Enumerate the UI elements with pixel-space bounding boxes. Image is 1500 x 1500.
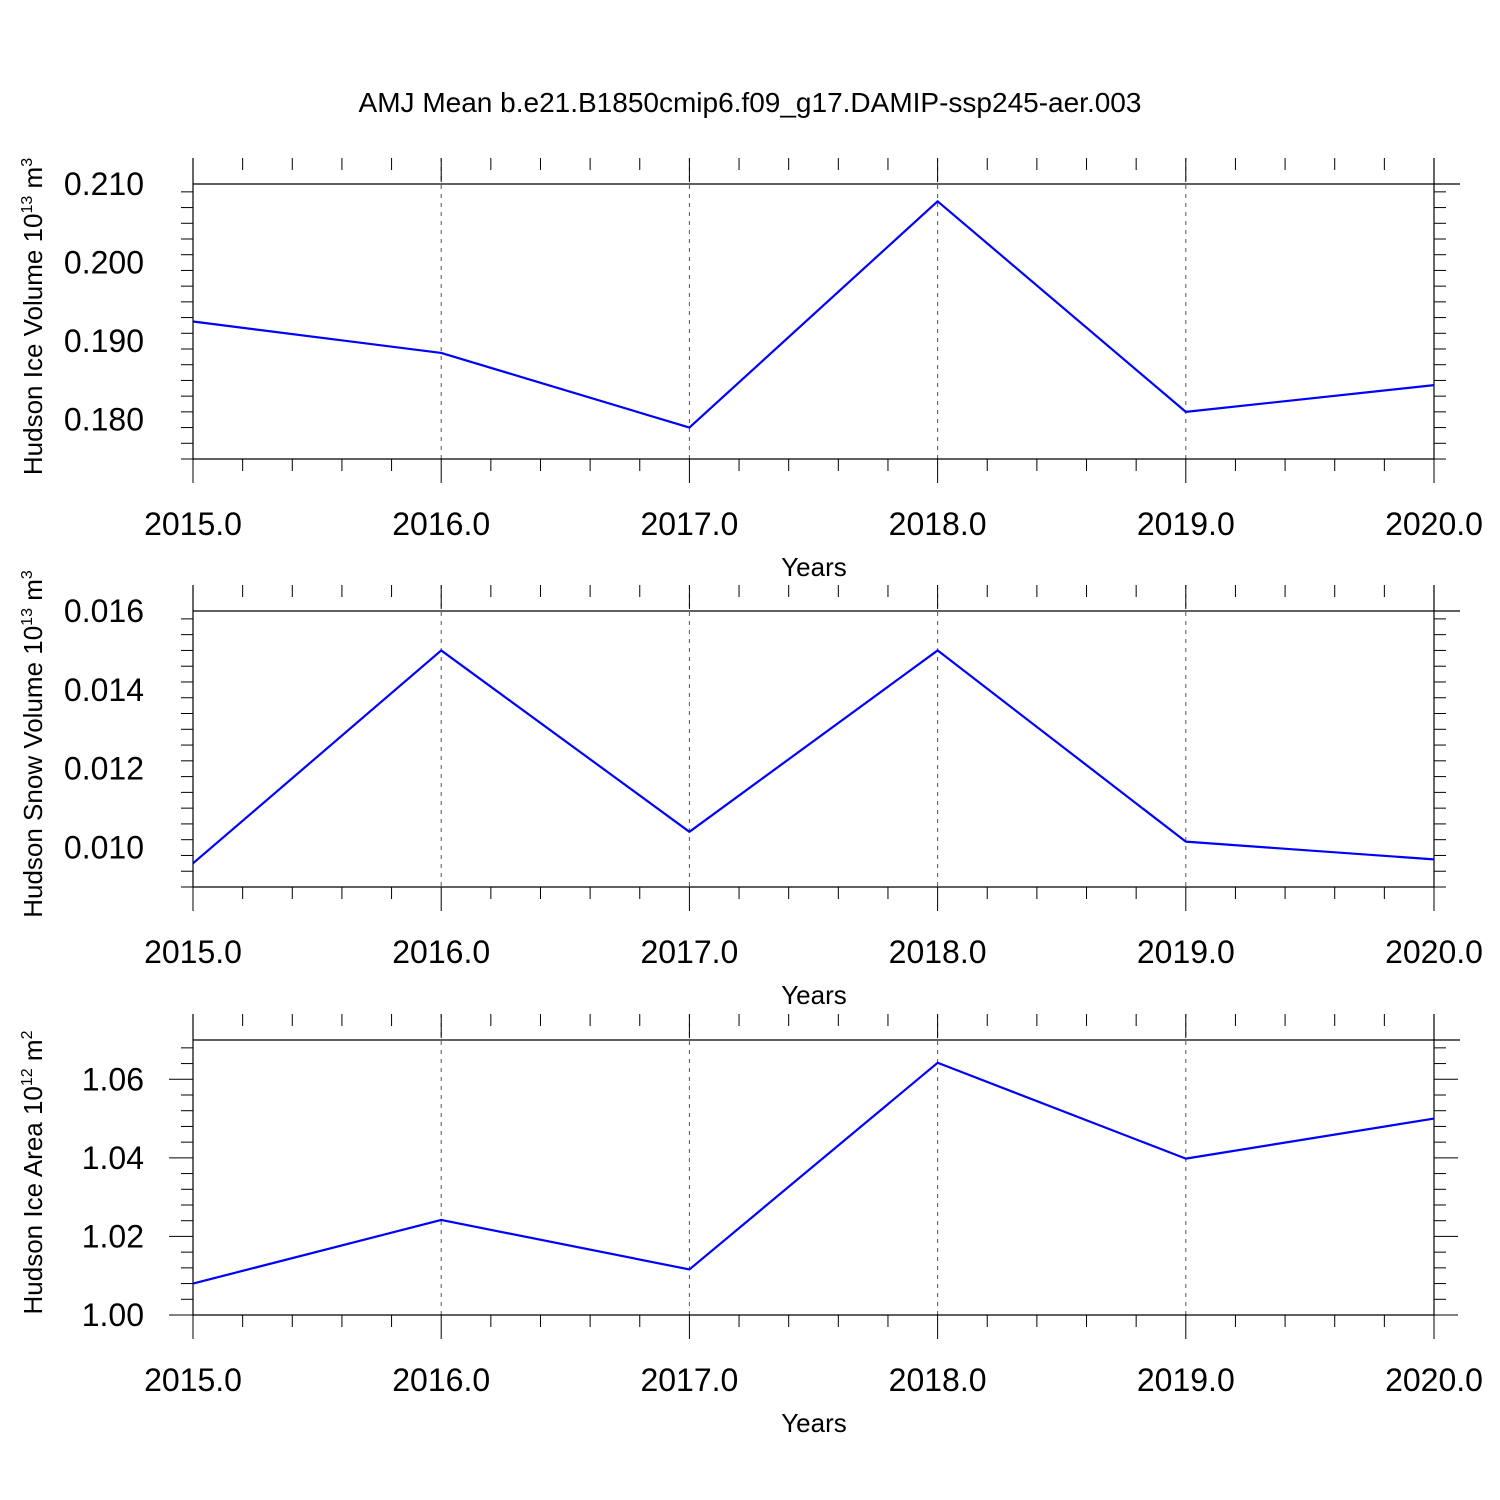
x-tick-label: 2017.0 [640,1362,738,1398]
y-tick-label: 0.180 [64,402,144,438]
y-tick-label: 0.010 [64,830,144,866]
y-axis-label: Hudson Ice Volume 1013 m3 [18,158,48,475]
y-axis-label: Hudson Ice Area 1012 m2 [18,1030,48,1314]
x-tick-label: 2020.0 [1385,506,1483,542]
x-tick-label: 2020.0 [1385,934,1483,970]
x-tick-label: 2018.0 [889,506,987,542]
y-tick-label: 0.210 [64,166,144,202]
y-tick-label: 0.014 [64,672,144,708]
x-tick-label: 2016.0 [392,506,490,542]
series-line [192,649,1435,865]
y-tick-label: 0.200 [64,245,144,281]
y-tick-label: 0.012 [64,751,144,787]
x-tick-label: 2017.0 [640,934,738,970]
panel-2: 2015.0 2016.0 2017.0 2018.0 2019.0 2020.0 Year… [18,570,1483,1010]
x-axis-label: Years [781,552,847,582]
x-tick-label: 2015.0 [144,506,242,542]
x-tick-label: 2019.0 [1137,1362,1235,1398]
x-tick-label: 2016.0 [392,934,490,970]
x-tick-label: 2018.0 [889,934,987,970]
x-tick-label: 2020.0 [1385,1362,1483,1398]
x-tick-label: 2018.0 [889,1362,987,1398]
panel-3: 2015.0 2016.0 2017.0 2018.0 2019.0 2020.0 Year… [18,1014,1483,1438]
y-tick-label: 1.06 [82,1061,144,1097]
x-tick-label: 2019.0 [1137,934,1235,970]
x-tick-label: 2015.0 [144,1362,242,1398]
y-tick-label: 1.04 [82,1140,144,1176]
y-tick-label: 0.190 [64,323,144,359]
x-axis-label: Years [781,980,847,1010]
y-axis-label: Hudson Snow Volume 1013 m3 [18,570,48,918]
x-tick-label: 2015.0 [144,934,242,970]
x-tick-label: 2019.0 [1137,506,1235,542]
x-tick-label: 2017.0 [640,506,738,542]
y-tick-label: 1.00 [82,1297,144,1333]
y-tick-label: 0.016 [64,593,144,629]
x-axis-label: Years [781,1408,847,1438]
y-tick-label: 1.02 [82,1218,144,1254]
x-tick-label: 2016.0 [392,1362,490,1398]
panel-1: 2015.0 2016.0 2017.0 2018.0 2019.0 2020.0 Year… [18,158,1483,582]
series-line [192,1061,1435,1285]
chart-title: AMJ Mean b.e21.B1850cmip6.f09_g17.DAMIP-… [359,87,1142,118]
series-line [192,200,1435,429]
